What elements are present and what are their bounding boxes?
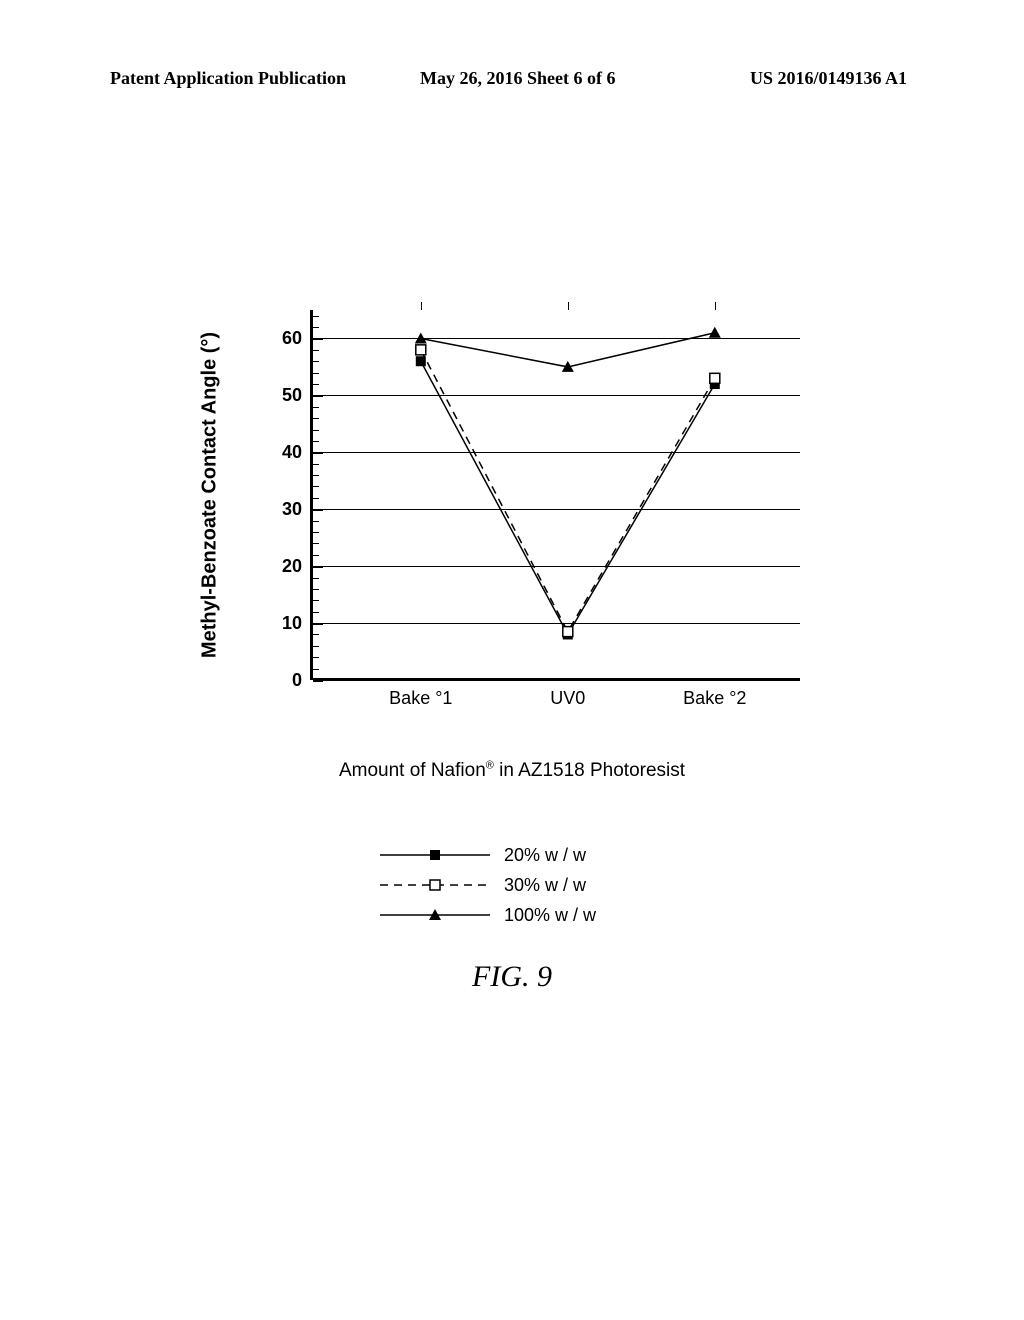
chart: Methyl-Benzoate Contact Angle (°) 010203…	[230, 310, 800, 710]
plot-area: 0102030405060Bake °1UV0Bake °2	[310, 310, 800, 680]
ytick	[313, 669, 319, 670]
ytick	[313, 327, 319, 328]
header-right: US 2016/0149136 A1	[750, 68, 907, 89]
ytick-label: 50	[262, 385, 302, 406]
legend-swatch	[380, 905, 490, 925]
header-center: May 26, 2016 Sheet 6 of 6	[420, 68, 615, 89]
legend-label: 100% w / w	[504, 905, 596, 926]
y-axis-label: Methyl-Benzoate Contact Angle (°)	[199, 332, 222, 658]
legend-label: 30% w / w	[504, 875, 586, 896]
ytick	[313, 395, 323, 397]
series-marker	[709, 327, 721, 338]
ytick	[313, 521, 319, 522]
ytick	[313, 452, 323, 454]
ytick	[313, 600, 319, 601]
series-line	[421, 361, 715, 634]
gridline	[313, 452, 800, 453]
ytick	[313, 634, 319, 635]
xtick-label: Bake °1	[389, 688, 452, 709]
ytick-label: 0	[262, 670, 302, 691]
xtick-top	[421, 302, 422, 310]
series-marker	[416, 345, 426, 355]
ytick	[313, 646, 319, 647]
series-line	[421, 350, 715, 632]
ytick	[313, 350, 319, 351]
ytick	[313, 680, 323, 682]
ytick-label: 60	[262, 328, 302, 349]
legend-swatch	[380, 845, 490, 865]
legend-row: 30% w / w	[380, 870, 596, 900]
ytick	[313, 464, 319, 465]
ytick	[313, 578, 319, 579]
ytick	[313, 566, 323, 568]
series-marker	[563, 627, 573, 637]
legend-swatch	[380, 875, 490, 895]
xtick-label: Bake °2	[683, 688, 746, 709]
ytick	[313, 384, 319, 385]
legend: 20% w / w 30% w / w 100% w / w	[380, 840, 596, 930]
ytick	[313, 361, 319, 362]
ytick	[313, 338, 323, 340]
ytick	[313, 486, 319, 487]
series-marker	[710, 373, 720, 383]
ytick	[313, 498, 319, 499]
xtick-label: UV0	[550, 688, 585, 709]
sub-caption: Amount of Nafion® in AZ1518 Photoresist	[0, 760, 1024, 782]
ytick-label: 20	[262, 556, 302, 577]
gridline	[313, 338, 800, 339]
figure-caption: FIG. 9	[0, 960, 1024, 994]
ytick-label: 30	[262, 499, 302, 520]
ytick	[313, 441, 319, 442]
ytick	[313, 418, 319, 419]
ytick	[313, 589, 319, 590]
gridline	[313, 395, 800, 396]
xtick-top	[568, 302, 569, 310]
legend-row: 100% w / w	[380, 900, 596, 930]
ytick	[313, 407, 319, 408]
series-marker	[416, 356, 426, 366]
ytick	[313, 657, 319, 658]
ytick-label: 40	[262, 442, 302, 463]
legend-row: 20% w / w	[380, 840, 596, 870]
ytick-label: 10	[262, 613, 302, 634]
ytick	[313, 430, 319, 431]
gridline	[313, 566, 800, 567]
legend-label: 20% w / w	[504, 845, 586, 866]
ytick	[313, 475, 319, 476]
ytick	[313, 373, 319, 374]
ytick	[313, 612, 319, 613]
gridline	[313, 509, 800, 510]
ytick	[313, 623, 323, 625]
xtick-top	[715, 302, 716, 310]
ytick	[313, 316, 319, 317]
plot-svg	[313, 310, 803, 680]
gridline	[313, 680, 800, 681]
gridline	[313, 623, 800, 624]
ytick	[313, 509, 323, 511]
header-left: Patent Application Publication	[110, 68, 346, 89]
ytick	[313, 532, 319, 533]
ytick	[313, 555, 319, 556]
ytick	[313, 543, 319, 544]
